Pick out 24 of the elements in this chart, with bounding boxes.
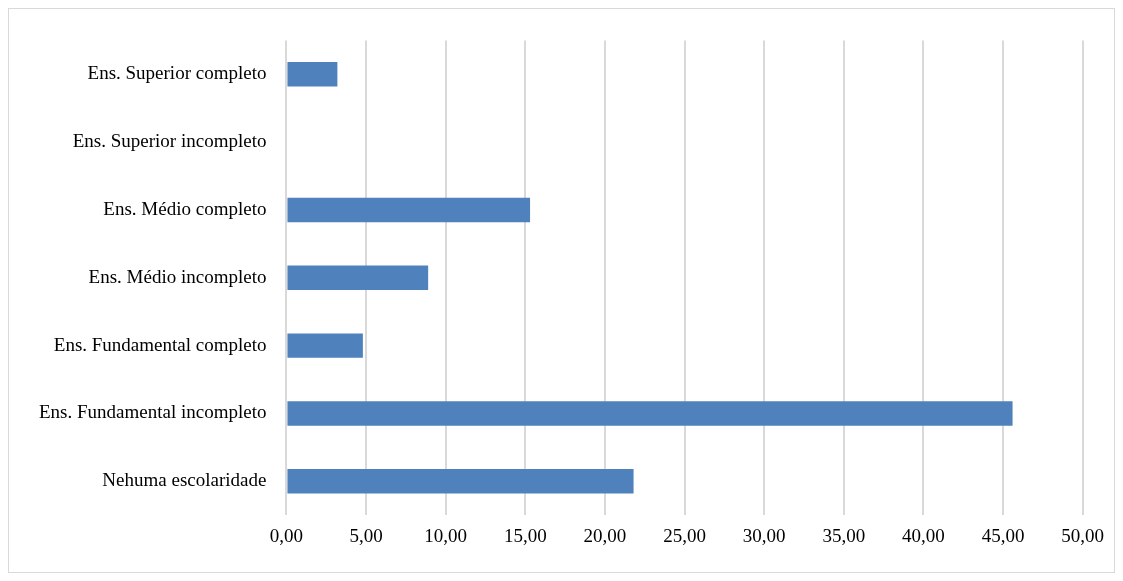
x-tick-label: 25,00 [663, 524, 706, 546]
y-tick-label: Ens. Superior incompleto [72, 130, 267, 152]
bar [287, 62, 338, 87]
x-tick-label: 20,00 [583, 524, 627, 546]
y-tick-label: Ens. Fundamental completo [53, 333, 267, 355]
y-tick-label: Ens. Fundamental incompleto [39, 401, 267, 423]
bar [287, 469, 634, 494]
bar [287, 197, 531, 223]
y-tick-label: Ens. Médio incompleto [88, 265, 267, 287]
x-tick-label: 40,00 [902, 524, 945, 546]
bar [287, 401, 1013, 426]
x-tick-label: 0,00 [269, 524, 304, 546]
x-tick-label: 5,00 [349, 524, 383, 546]
bar [287, 265, 429, 291]
bar [287, 333, 363, 358]
x-tick-label: 45,00 [981, 524, 1025, 546]
x-tick-label: 35,00 [822, 524, 866, 546]
x-tick-label: 10,00 [424, 524, 468, 546]
y-tick-label: Ens. Médio completo [103, 197, 267, 219]
x-tick-label: 50,00 [1061, 524, 1104, 546]
x-tick-label: 30,00 [742, 524, 786, 546]
x-tick-label: 15,00 [503, 524, 547, 546]
y-tick-label: Ens. Superior completo [87, 62, 267, 84]
y-tick-label: Nehuma escolaridade [102, 469, 267, 491]
